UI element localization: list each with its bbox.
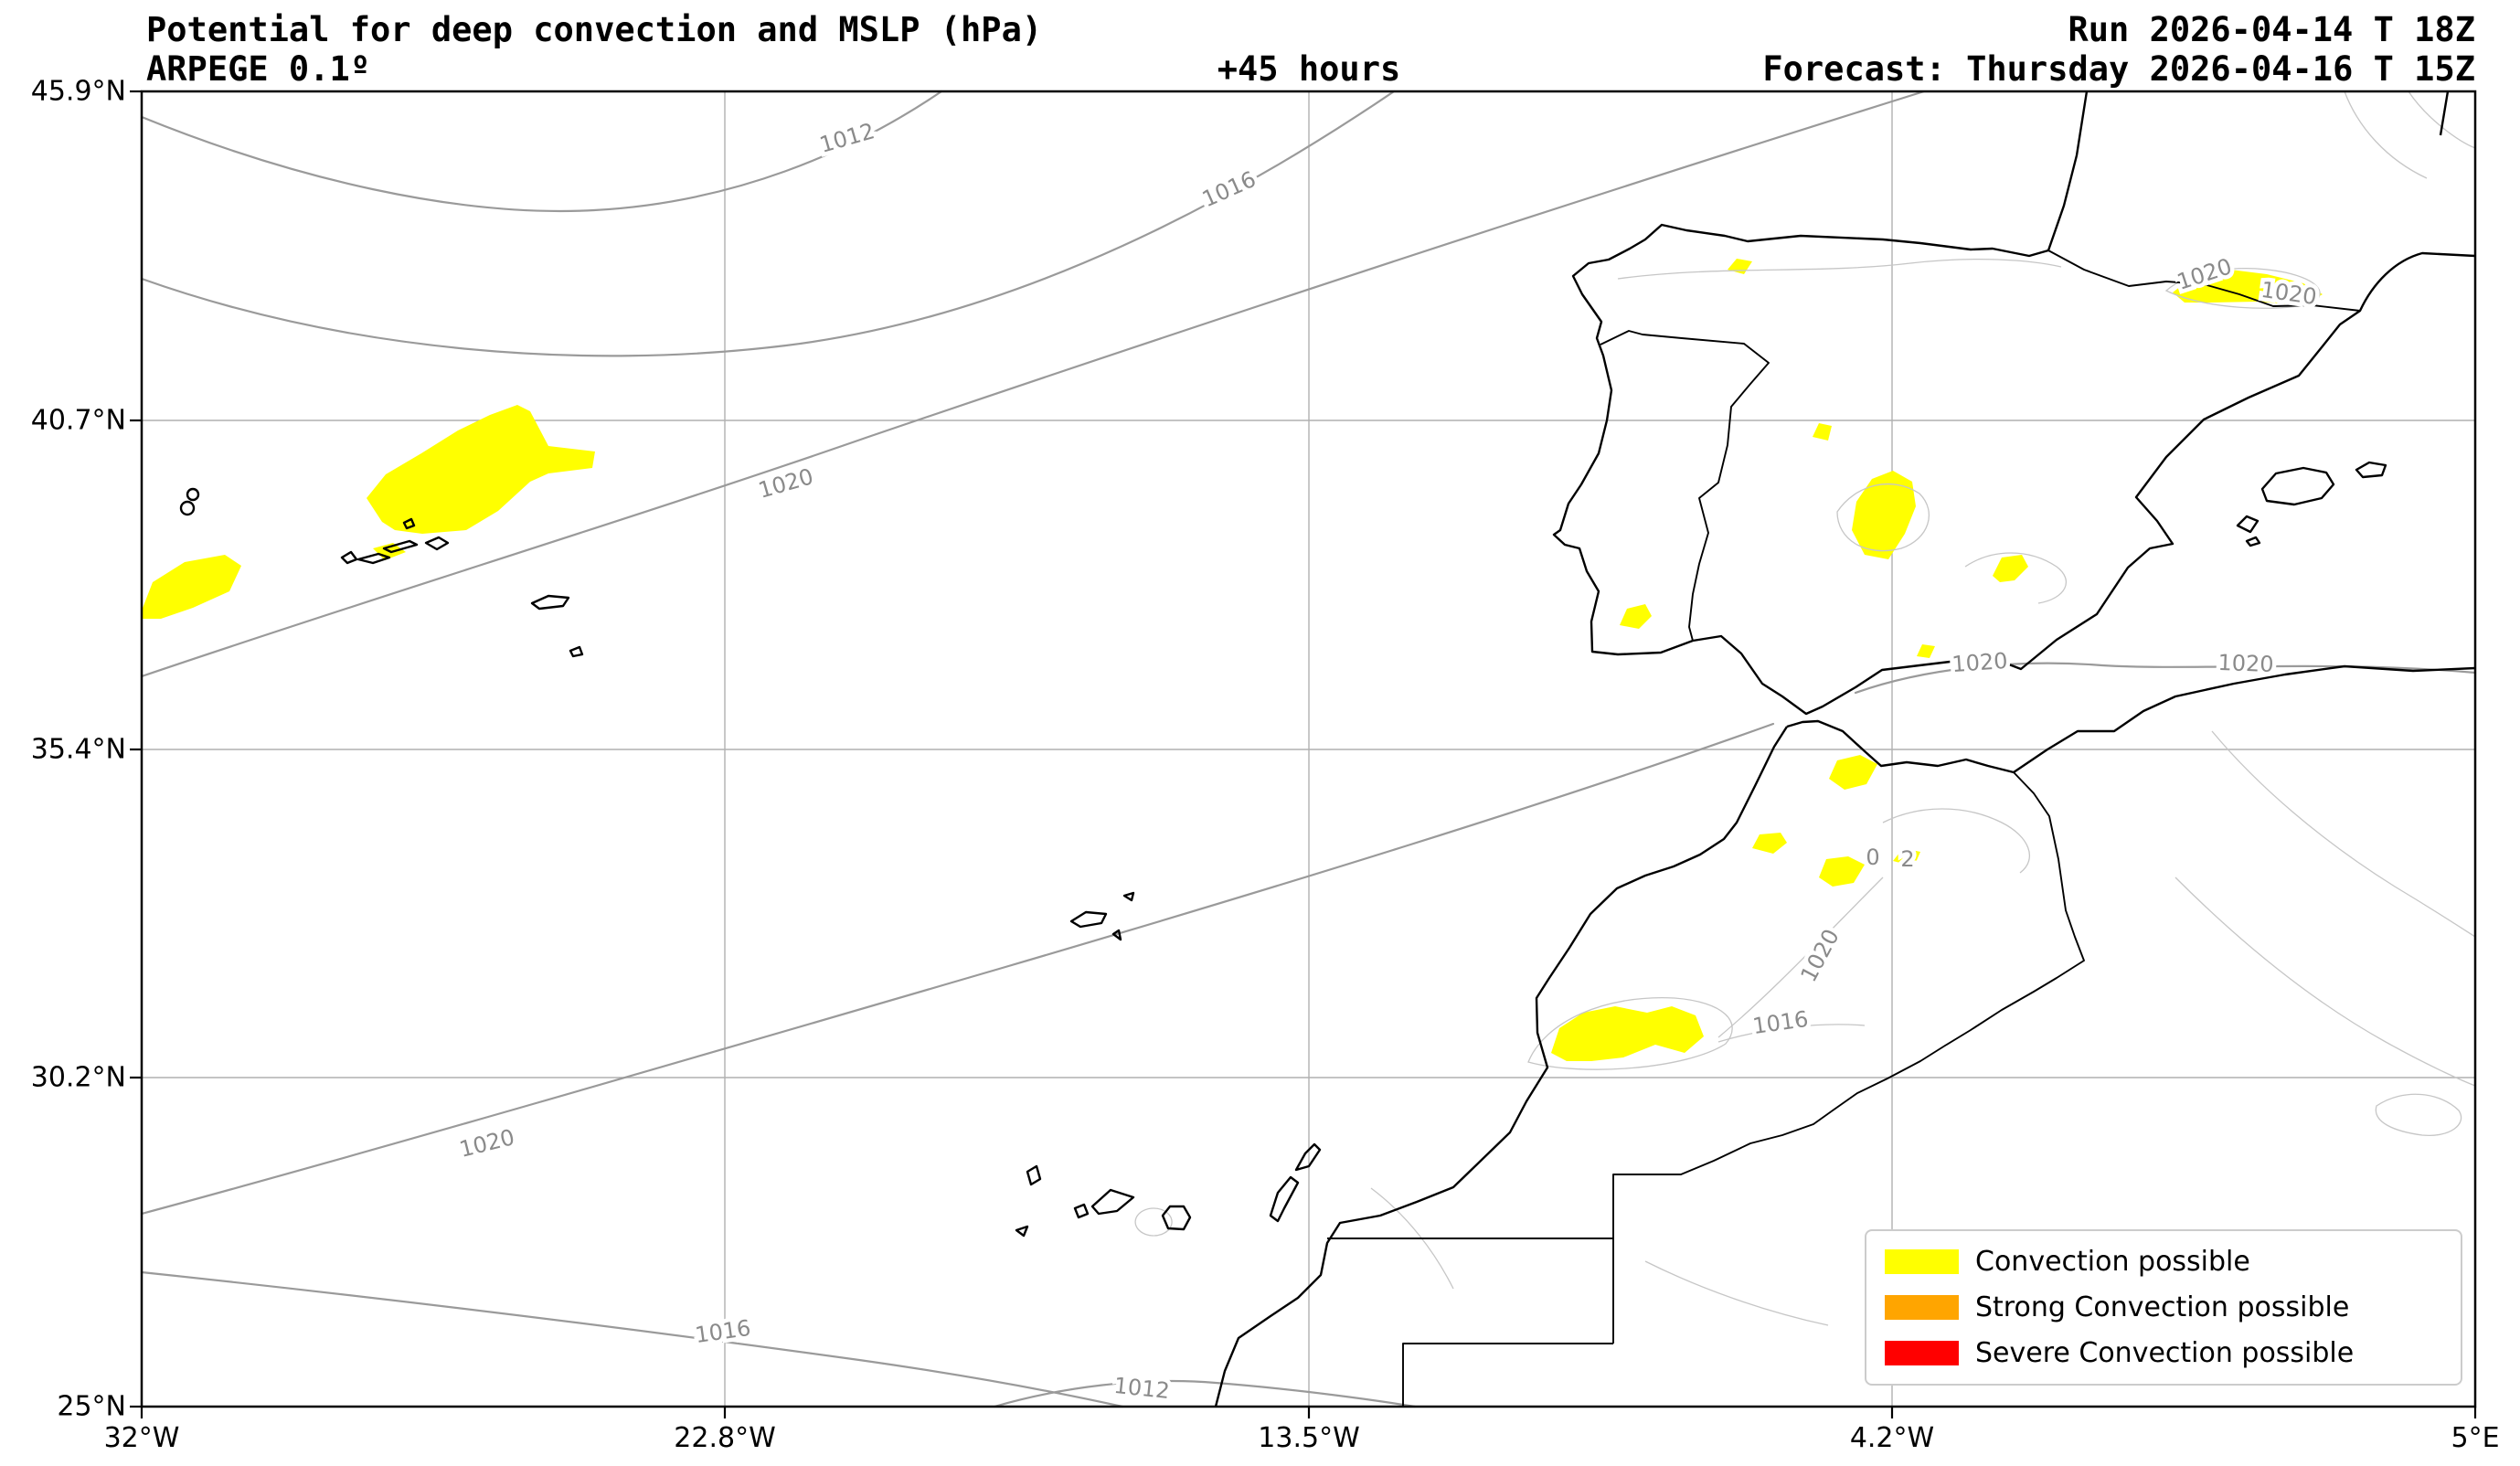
legend: Convection possible Strong Convection po… — [1865, 1229, 2462, 1386]
island-corvo — [186, 487, 200, 502]
isobar-1020-mid — [140, 90, 1926, 678]
island-graciosa — [402, 517, 416, 530]
legend-item-severe-convection: Severe Convection possible — [1866, 1337, 2461, 1369]
isobar-labels: 1012 1016 1020 1020 1016 1012 1020 1020 … — [452, 114, 2323, 1408]
isobar-label: 1020 — [756, 463, 816, 504]
isobar-label: 1020 — [1951, 648, 2008, 677]
severe-convection-swatch — [1885, 1341, 1959, 1366]
convection-area-southwest-iberia — [1620, 604, 1652, 629]
island-fuerteventura — [1269, 1175, 1300, 1223]
convection-area-morocco-1 — [1752, 833, 1787, 854]
convection-area-morocco-2 — [1819, 856, 1865, 887]
legend-label-severe-convection: Severe Convection possible — [1975, 1337, 2355, 1370]
convection-area-spain-north — [1813, 423, 1832, 441]
convection-area-morocco-3 — [1893, 848, 1920, 866]
coastline-france-detail — [2439, 90, 2450, 136]
page-title: Potential for deep convection and MSLP (… — [146, 10, 1043, 49]
isobar-1016-south — [140, 1270, 1124, 1408]
island-faial — [340, 550, 358, 565]
island-el-hierro — [1015, 1225, 1029, 1238]
convection-area-spain-east — [1993, 555, 2028, 582]
convection-area-cantabria — [1728, 259, 1752, 274]
island-menorca — [2355, 461, 2387, 479]
island-gran-canaria — [1161, 1205, 1192, 1231]
x-tick-label: 4.2°W — [1849, 1422, 1935, 1454]
legend-item-convection: Convection possible — [1866, 1246, 2461, 1278]
island-terceira — [424, 536, 450, 551]
y-tick-label: 45.9°N — [30, 75, 126, 108]
x-tick-label: 5°E — [2451, 1422, 2500, 1454]
coastline-iberia-france — [1552, 90, 2476, 716]
isobar-1020-south — [140, 722, 1775, 1216]
island-sao-miguel — [530, 594, 570, 611]
legend-label-strong-convection: Strong Convection possible — [1975, 1291, 2350, 1323]
island-pico — [356, 552, 391, 565]
terrain-contours — [1134, 90, 2476, 1326]
border-portugal-spain — [1600, 330, 1770, 642]
strong-convection-swatch — [1885, 1294, 1959, 1320]
isobar-label: 1020 — [457, 1124, 517, 1163]
run-time: Run 2026-04-14 T 18Z — [2068, 10, 2475, 49]
border-western-sahara-mauritania — [1402, 1343, 1613, 1407]
y-tick-label: 40.7°N — [30, 404, 126, 437]
island-la-gomera — [1073, 1203, 1090, 1219]
island-flores — [179, 500, 196, 516]
convection-area-pyrenees — [2173, 270, 2323, 305]
island-tenerife — [1090, 1188, 1135, 1216]
isobar-label: 1020 — [1795, 925, 1844, 986]
border-morocco-algeria — [1612, 771, 2085, 1344]
island-desertas — [1111, 929, 1122, 941]
island-formentera — [2245, 536, 2261, 547]
forecast-time: Forecast: Thursday 2026-04-16 T 15Z — [1762, 49, 2475, 89]
isobar-1012-north — [140, 90, 943, 213]
isobar-label: 1016 — [1751, 1006, 1810, 1039]
coastline-africa-atlantic — [1214, 726, 1789, 1408]
isobar-label: 1012 — [817, 118, 877, 158]
isobar-1020-mediterranean — [1854, 662, 2477, 695]
island-sao-jorge — [382, 539, 419, 554]
border-spain-france — [2047, 250, 2361, 312]
lead-time: +45 hours — [1217, 49, 1401, 89]
x-tick-label: 22.8°W — [674, 1422, 776, 1454]
island-ibiza — [2236, 515, 2259, 534]
convection-area-spain-southeast — [1917, 644, 1935, 658]
plot-frame — [130, 90, 2477, 1418]
convection-area-atlas — [1551, 1006, 1704, 1061]
tick-marks — [130, 90, 2477, 1418]
island-lanzarote — [1294, 1142, 1322, 1172]
legend-label-convection: Convection possible — [1975, 1245, 2250, 1278]
x-tick-label: 13.5°W — [1258, 1422, 1360, 1454]
island-santa-maria — [569, 645, 584, 658]
isobar-label: 1020 — [2217, 650, 2274, 677]
isobar-1016-north — [140, 90, 1396, 357]
isobar-contours — [140, 90, 2477, 1408]
legend-item-strong-convection: Strong Convection possible — [1866, 1291, 2461, 1323]
isobar-label: 1012 — [1112, 1373, 1171, 1404]
y-tick-label: 35.4°N — [30, 733, 126, 766]
y-tick-label: 30.2°N — [30, 1061, 126, 1094]
island-porto-santo — [1122, 891, 1135, 902]
x-tick-label: 32°W — [103, 1422, 180, 1454]
isobar-label: 0 — [1866, 845, 1879, 870]
convection-area-rif — [1829, 755, 1877, 790]
model-name: ARPEGE 0.1º — [146, 49, 371, 89]
coastlines — [179, 90, 2476, 1408]
island-mallorca — [2260, 466, 2335, 506]
isobar-label: 2 — [1900, 846, 1914, 872]
convection-area-spain-central — [1852, 471, 1916, 559]
isobar-label: 1016 — [1198, 166, 1260, 212]
isobar-1012-south — [993, 1379, 1417, 1408]
convection-swatch — [1885, 1248, 1959, 1274]
convection-area-azores — [367, 405, 595, 534]
y-tick-label: 25°N — [57, 1390, 126, 1423]
convection-area-west — [142, 555, 241, 619]
island-la-palma — [1026, 1164, 1042, 1186]
country-borders — [1327, 250, 2361, 1407]
island-madeira — [1069, 910, 1108, 929]
